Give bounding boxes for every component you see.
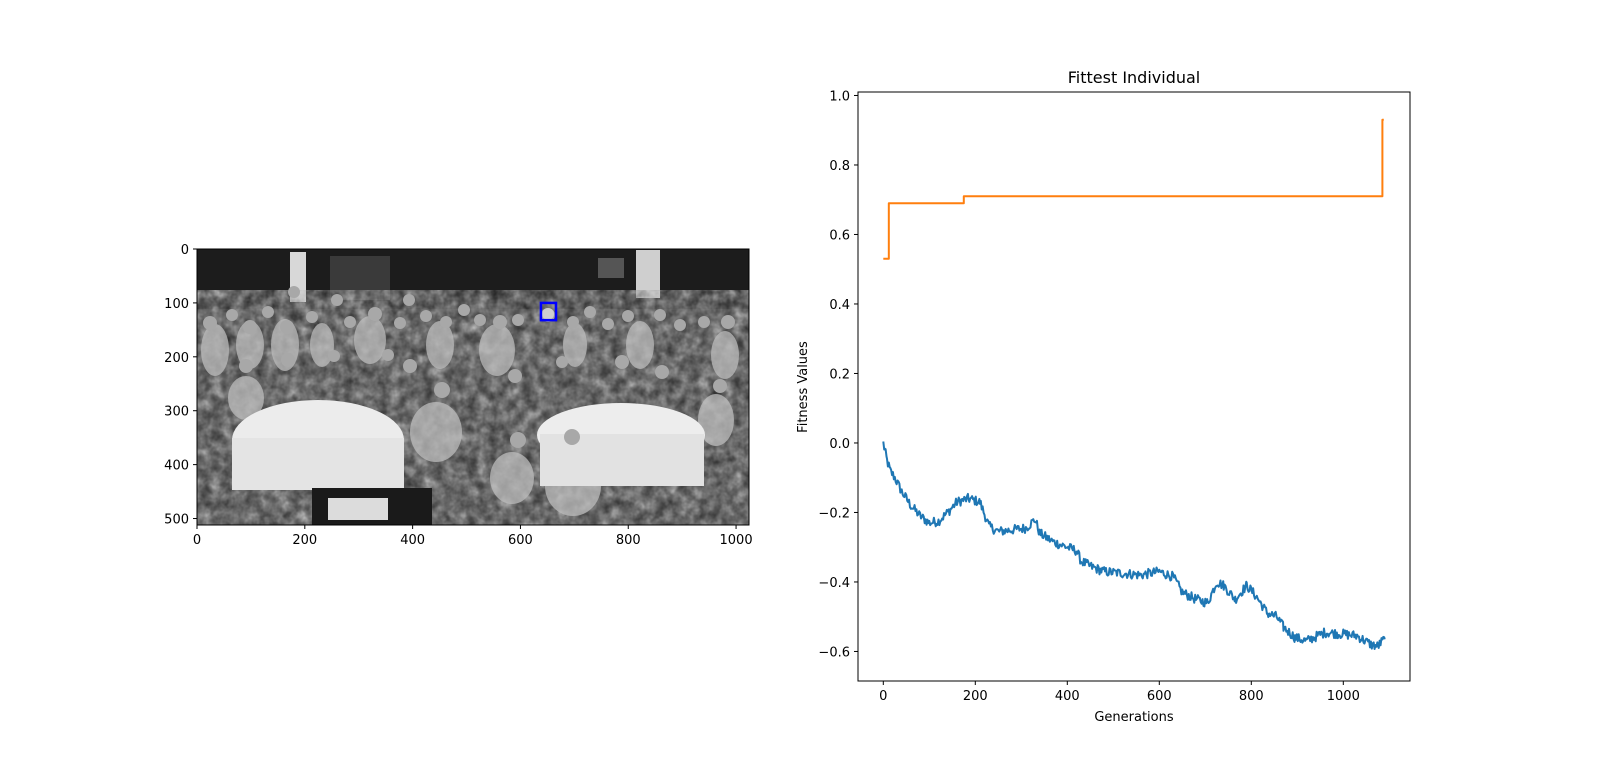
y-tick-label: 0.8 xyxy=(829,159,850,174)
photo-frame xyxy=(196,248,750,526)
y-tick-label: 0.2 xyxy=(829,367,850,382)
y-tick-label: 0.4 xyxy=(829,298,850,313)
plot-frame xyxy=(857,91,1411,682)
photo-axes: 0 200 400 600 800 1000 0 100 200 300 400 500 xyxy=(164,243,752,548)
y-tick-label: −0.6 xyxy=(818,645,850,660)
y-tick-label: 0.0 xyxy=(829,437,850,452)
photo-y-tick-label: 500 xyxy=(164,513,189,528)
photo-y-tick-label: 100 xyxy=(164,297,189,312)
x-axis-label: Generations xyxy=(1094,710,1174,725)
y-tick-label: 1.0 xyxy=(829,89,850,104)
y-tick-label: −0.4 xyxy=(818,576,850,591)
photo-x-tick-label: 0 xyxy=(193,533,201,548)
photo-x-tick-label: 400 xyxy=(400,533,425,548)
chart-title: Fittest Individual xyxy=(1068,68,1201,87)
y-tick-label: −0.2 xyxy=(818,506,850,521)
fitness-axes: 0 200 400 600 800 1000 −0.6 −0.4 −0.2 0.0 0.2 0.4 0.… xyxy=(818,89,1359,704)
photo-x-tick-label: 1000 xyxy=(720,533,753,548)
fitness-chart: Fittest Individual 0 200 400 600 800 1000 −0.6… xyxy=(796,68,1411,725)
x-tick-label: 400 xyxy=(1055,689,1080,704)
face-highlight-box xyxy=(539,301,558,322)
x-tick-label: 0 xyxy=(879,689,887,704)
photo-y-tick-label: 400 xyxy=(164,459,189,474)
photo-x-tick-label: 200 xyxy=(292,533,317,548)
x-tick-label: 200 xyxy=(963,689,988,704)
photo-y-tick-label: 300 xyxy=(164,405,189,420)
series-line-blue xyxy=(882,441,1386,651)
photo-y-tick-label: 200 xyxy=(164,351,189,366)
x-tick-label: 1000 xyxy=(1327,689,1360,704)
photo-x-tick-label: 800 xyxy=(616,533,641,548)
photo-x-tick-label: 600 xyxy=(508,533,533,548)
photo-panel: 0 200 400 600 800 1000 0 100 200 300 400 500 xyxy=(164,243,752,548)
series-layer xyxy=(882,118,1386,651)
group-photo xyxy=(197,249,749,525)
y-tick-label: 0.6 xyxy=(829,228,850,243)
series-line-orange xyxy=(883,118,1384,260)
y-axis-label: Fitness Values xyxy=(796,341,811,433)
x-tick-label: 800 xyxy=(1239,689,1264,704)
photo-y-tick-label: 0 xyxy=(181,243,189,258)
x-tick-label: 600 xyxy=(1147,689,1172,704)
